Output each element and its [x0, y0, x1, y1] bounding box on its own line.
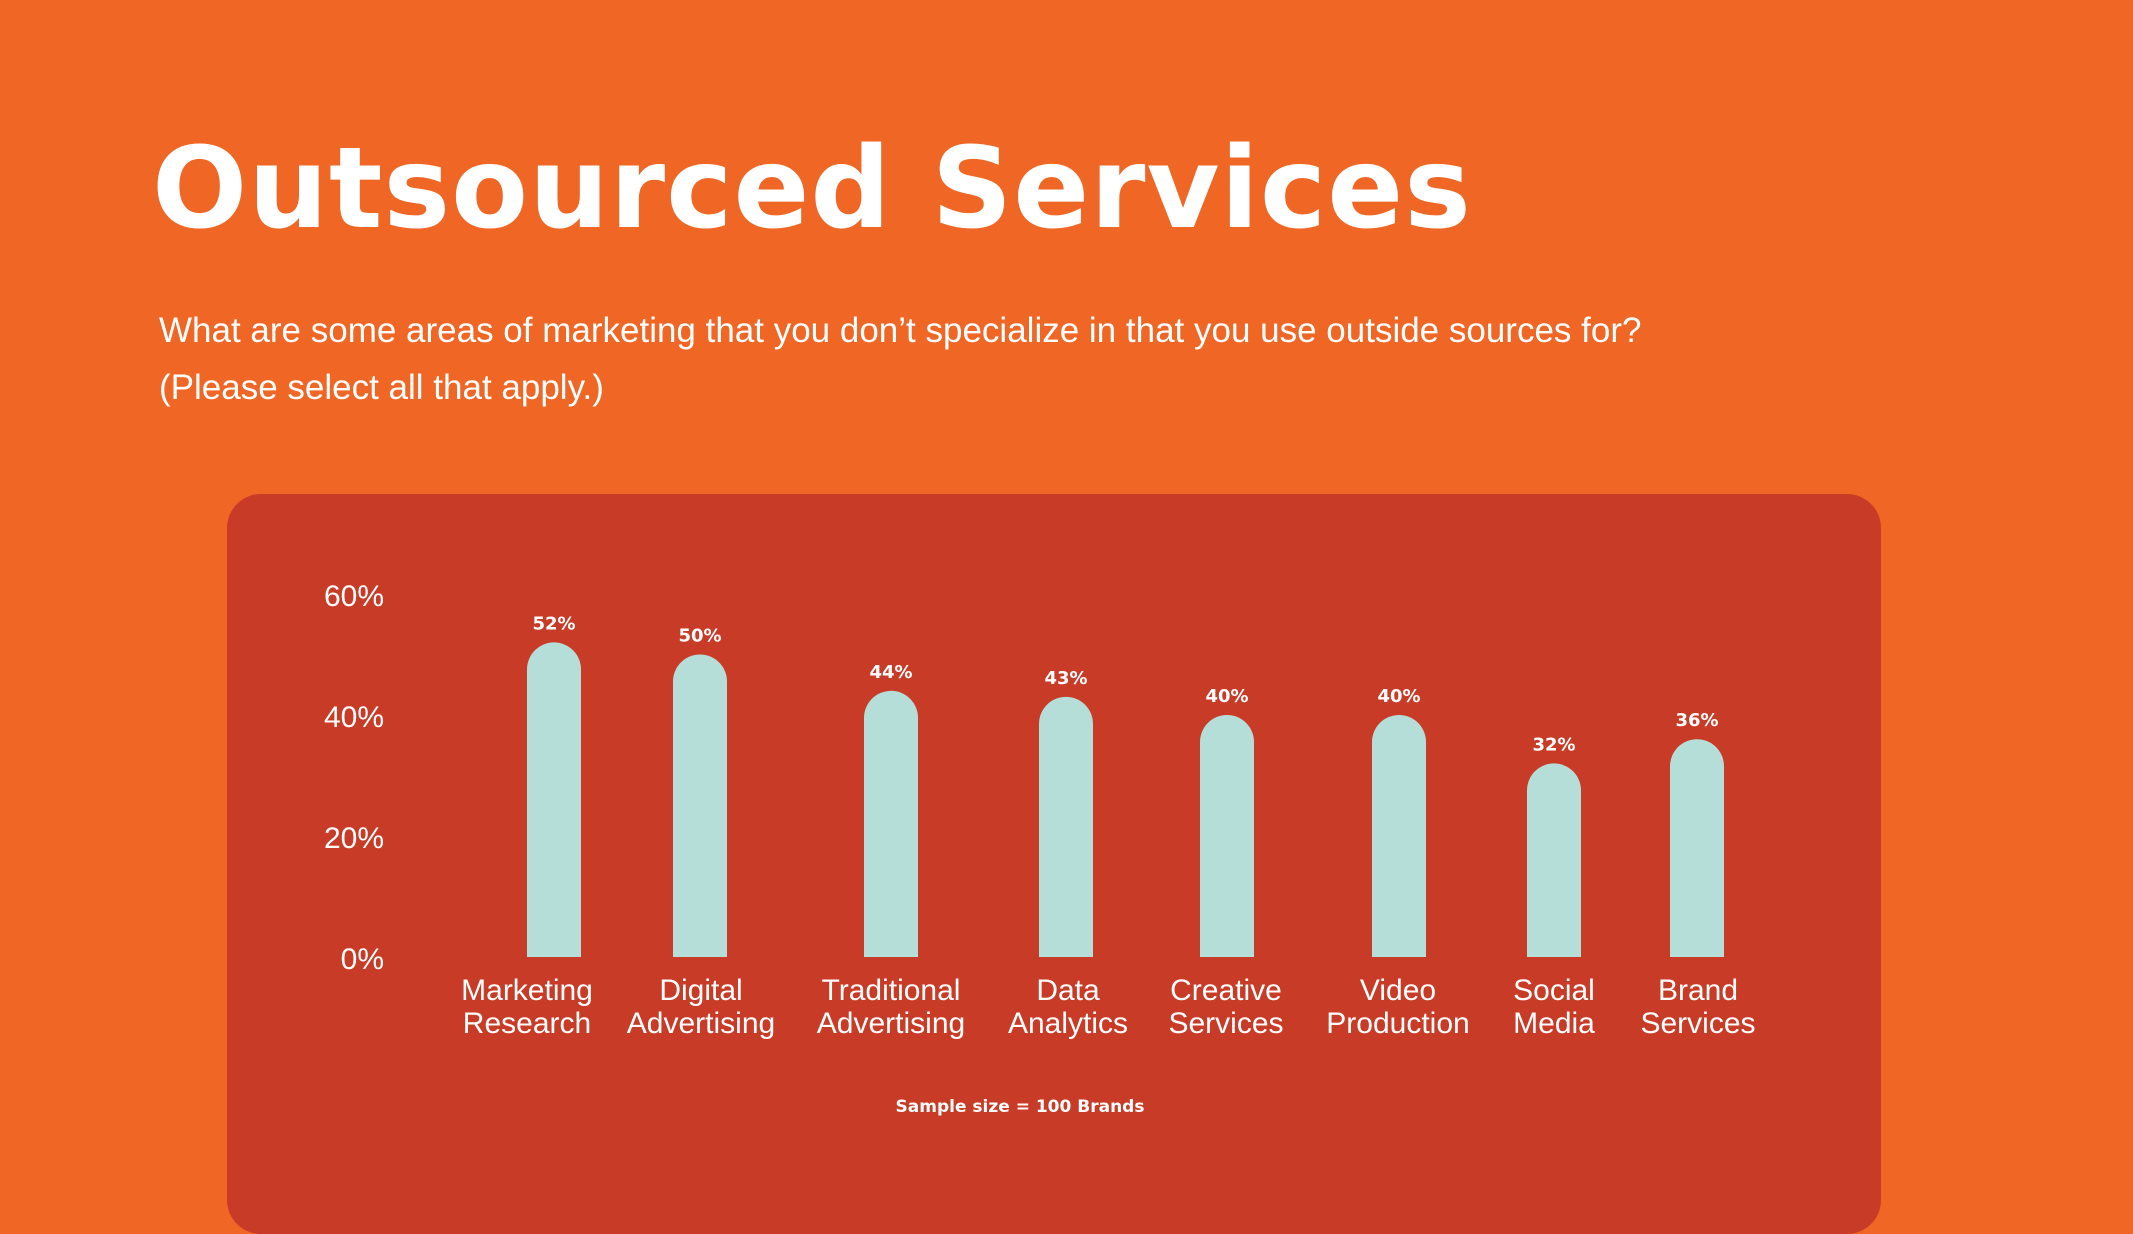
bar	[1670, 739, 1724, 957]
category-label: Media	[1513, 1007, 1595, 1040]
bar-value-label: 43%	[1044, 668, 1087, 689]
category-label: Brand	[1658, 974, 1738, 1007]
sample-size-note: Sample size = 100 Brands	[895, 1097, 1145, 1117]
bar	[1200, 715, 1254, 957]
category-label: Data	[1036, 974, 1100, 1007]
bar-value-label: 50%	[678, 626, 721, 647]
survey-question-line-1: What are some areas of marketing that yo…	[159, 311, 1642, 350]
y-tick-label: 40%	[324, 701, 384, 734]
bar	[673, 654, 727, 957]
category-label: Advertising	[627, 1007, 775, 1040]
bar-value-label: 40%	[1205, 686, 1248, 707]
bar-value-label: 32%	[1532, 734, 1575, 755]
category-label: Video	[1360, 974, 1436, 1007]
category-label: Services	[1640, 1007, 1755, 1040]
bar	[527, 642, 581, 957]
y-tick-label: 60%	[324, 580, 384, 613]
category-label: Traditional	[822, 974, 961, 1007]
y-tick-label: 20%	[324, 822, 384, 855]
category-label: Production	[1326, 1007, 1469, 1040]
bar-value-label: 44%	[869, 662, 912, 683]
category-label: Research	[463, 1007, 591, 1040]
category-label: Digital	[659, 974, 742, 1007]
bar	[1527, 763, 1581, 957]
category-label: Creative	[1170, 974, 1282, 1007]
bar-value-label: 40%	[1377, 686, 1420, 707]
category-label: Social	[1513, 974, 1595, 1007]
bar-value-label: 52%	[532, 613, 575, 634]
category-label: Marketing	[461, 974, 593, 1007]
page-title: Outsourced Services	[152, 124, 1472, 254]
bar	[1372, 715, 1426, 957]
category-label: Advertising	[817, 1007, 965, 1040]
category-label: Services	[1168, 1007, 1283, 1040]
category-label: Analytics	[1008, 1007, 1128, 1040]
survey-question-line-2: (Please select all that apply.)	[159, 368, 604, 407]
bar	[1039, 696, 1093, 957]
y-tick-label: 0%	[341, 943, 384, 976]
survey-question: What are some areas of marketing that yo…	[159, 302, 1909, 416]
bar-value-label: 36%	[1675, 710, 1718, 731]
bar	[864, 690, 918, 957]
